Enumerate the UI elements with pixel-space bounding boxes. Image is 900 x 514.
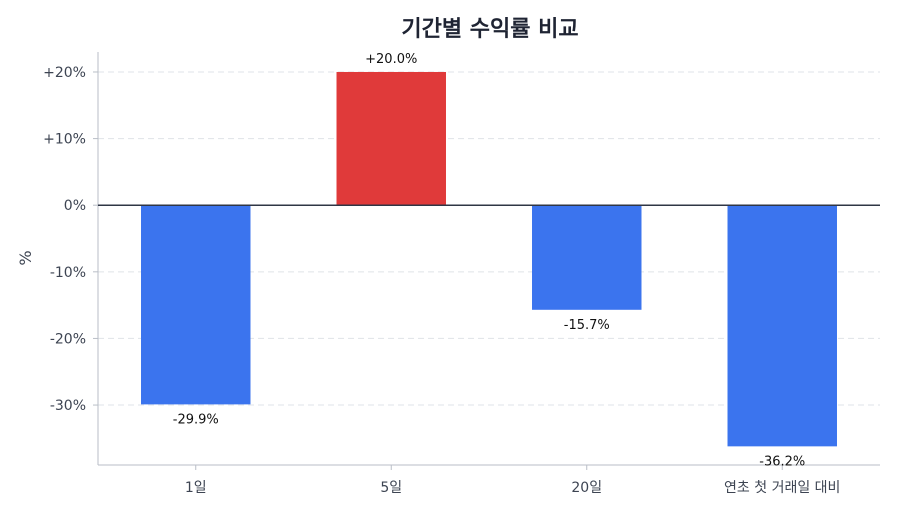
y-tick-label: -20%	[50, 331, 86, 347]
y-tick-label: +10%	[43, 132, 86, 148]
data-label: -29.9%	[173, 412, 219, 427]
x-tick-label: 5일	[380, 480, 402, 496]
x-tick-label: 1일	[185, 480, 207, 496]
bar	[336, 71, 446, 206]
y-tick-label: 0%	[64, 198, 86, 214]
data-label: -36.2%	[759, 454, 805, 469]
bar	[727, 205, 837, 447]
bar-layer	[141, 71, 837, 447]
y-tick-label: -10%	[50, 265, 86, 281]
bar	[141, 205, 251, 405]
x-tick-label: 연초 첫 거래일 대비	[724, 480, 840, 496]
data-label: +20.0%	[365, 52, 417, 67]
axis-layer: +20% +10% 0% -10% -20% -30% 1일 5일 20일 연초 첫 거래일 대비	[43, 52, 880, 496]
x-tick-label: 20일	[571, 480, 602, 496]
chart-title: 기간별 수익률 비교	[401, 17, 578, 42]
data-label: -15.7%	[564, 318, 610, 333]
bar	[532, 205, 642, 310]
y-tick-label: -30%	[50, 398, 86, 414]
y-tick-label: +20%	[43, 65, 86, 81]
y-axis-label: %	[16, 250, 35, 265]
label-layer: -29.9% +20.0% -15.7% -36.2%	[173, 52, 806, 469]
